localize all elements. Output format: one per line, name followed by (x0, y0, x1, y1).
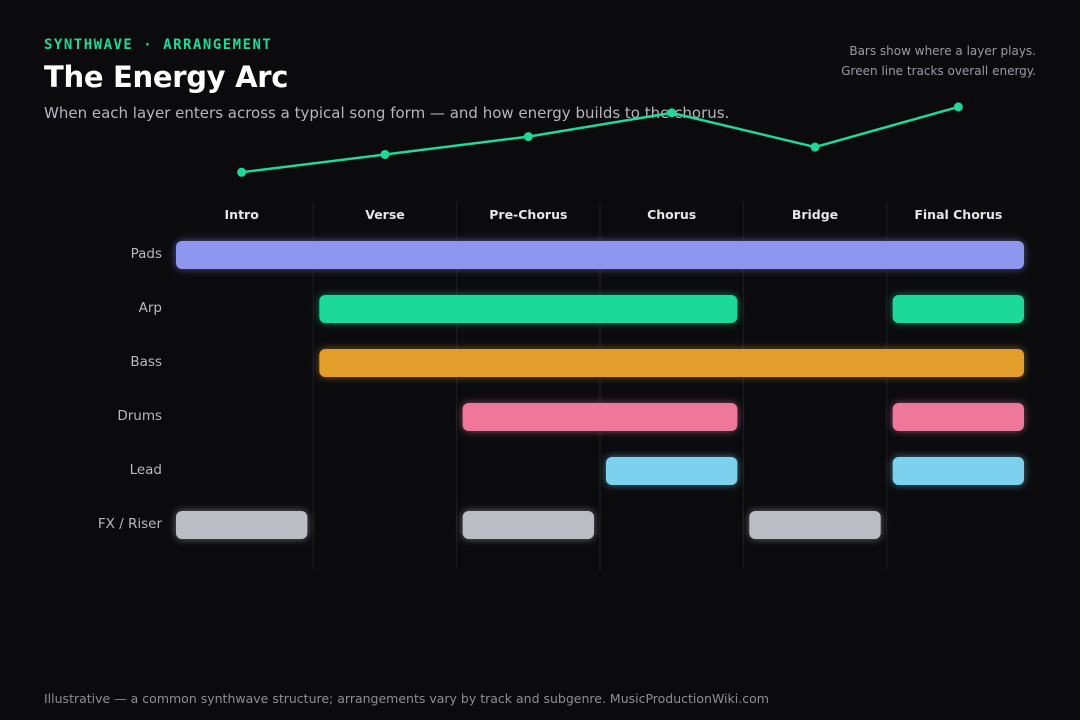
section-label: Intro (225, 207, 260, 222)
layer-label: Bass (130, 354, 162, 370)
footer-note: Illustrative — a common synthwave struct… (44, 691, 769, 706)
legend-note-bars: Bars show where a layer plays. (849, 44, 1036, 58)
energy-point (523, 132, 533, 142)
layer-bar (892, 295, 1024, 323)
layer-bar (749, 511, 881, 539)
section-label: Bridge (792, 207, 838, 222)
eyebrow-label: SYNTHWAVE · ARRANGEMENT (44, 37, 273, 53)
energy-point (237, 167, 247, 177)
layer-bar (319, 295, 738, 323)
layer-bar (462, 403, 738, 431)
section-label: Pre-Chorus (489, 207, 567, 222)
layer-label: FX / Riser (98, 516, 163, 532)
layer-bar (319, 349, 1024, 377)
page-title: The Energy Arc (44, 60, 289, 94)
energy-point (667, 108, 677, 118)
layer-bar (892, 403, 1024, 431)
layer-bars (176, 241, 1024, 539)
layer-label: Pads (131, 246, 162, 262)
section-labels: Intro Verse Pre-Chorus Chorus Bridge Final Ch… (225, 207, 1003, 222)
layer-labels: Pads Arp Bass Drums Lead FX / Riser (98, 246, 163, 532)
layer-bar (176, 241, 1024, 269)
layer-label: Drums (117, 408, 162, 424)
layer-bar (176, 511, 308, 539)
layer-bar (606, 457, 738, 485)
section-label: Chorus (647, 207, 696, 222)
legend-note-energy: Green line tracks overall energy. (841, 64, 1036, 78)
layer-bar (462, 511, 594, 539)
section-label: Verse (365, 207, 405, 222)
section-label: Final Chorus (914, 207, 1002, 222)
layer-label: Lead (130, 462, 162, 478)
layer-label: Arp (139, 300, 162, 316)
energy-point (953, 102, 963, 112)
layer-bar (892, 457, 1024, 485)
legend-notes: Bars show where a layer plays. Green lin… (841, 41, 1036, 81)
energy-line-path (240, 105, 960, 174)
energy-line (237, 102, 963, 177)
energy-point (810, 142, 820, 152)
page-subtitle: When each layer enters across a typical … (44, 104, 730, 122)
energy-point (380, 149, 390, 159)
